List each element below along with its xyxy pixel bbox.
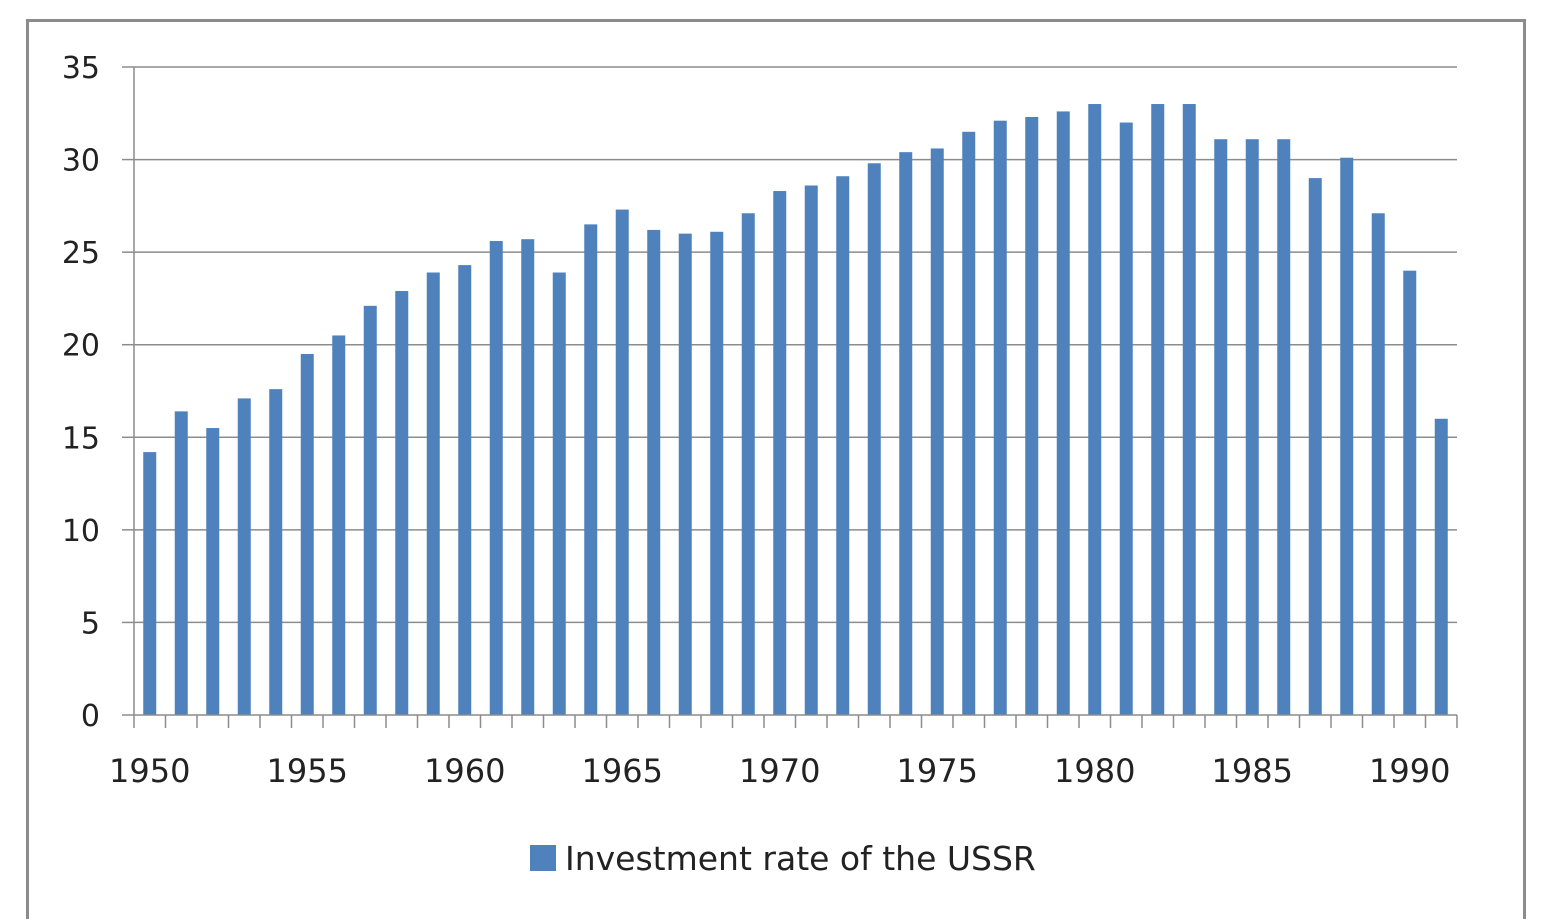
bar-1955 — [300, 353, 314, 715]
bar-1990 — [1403, 270, 1417, 715]
legend-label: Investment rate of the USSR — [565, 839, 1036, 878]
bar-1966 — [647, 229, 661, 715]
bar-1953 — [237, 398, 251, 715]
x-tick-label: 1960 — [424, 752, 505, 790]
bar-1957 — [363, 305, 377, 715]
bar-1960 — [458, 265, 472, 715]
bar-1979 — [1056, 111, 1070, 716]
bar-1963 — [552, 272, 566, 715]
bar-1978 — [1025, 116, 1039, 715]
bar-1962 — [521, 239, 535, 715]
gridlines — [122, 66, 1457, 716]
bar-1988 — [1340, 157, 1354, 716]
bar-1991 — [1434, 418, 1448, 715]
bar-1983 — [1182, 104, 1196, 716]
x-axis-tick-labels: 1950 1955 1960 1965 1970 1975 1980 1985 1990 — [109, 752, 1450, 790]
x-tick-label: 1950 — [109, 752, 190, 790]
y-tick-label: 15 — [62, 421, 100, 456]
bar-1981 — [1119, 122, 1133, 716]
bar-1987 — [1308, 178, 1322, 716]
bar-1975 — [930, 148, 944, 715]
x-tick-label: 1965 — [582, 752, 663, 790]
bar-1964 — [584, 224, 598, 715]
y-axis-tick-labels: 0 5 10 15 20 25 30 35 — [62, 51, 100, 734]
bar-1984 — [1214, 139, 1228, 716]
x-tick-label: 1990 — [1369, 752, 1450, 790]
legend: Investment rate of the USSR — [530, 839, 1036, 878]
bar-1967 — [678, 233, 692, 715]
bar-1951 — [174, 411, 188, 715]
bar-1986 — [1277, 139, 1291, 716]
x-tick-label: 1970 — [739, 752, 820, 790]
x-tick-label: 1980 — [1054, 752, 1135, 790]
y-tick-label: 0 — [81, 699, 100, 734]
y-tick-label: 5 — [81, 606, 100, 641]
bar-1982 — [1151, 104, 1165, 716]
bar-1961 — [489, 241, 503, 715]
bar-1980 — [1088, 104, 1102, 716]
x-tick-label: 1975 — [897, 752, 978, 790]
y-tick-label: 10 — [62, 514, 100, 549]
y-tick-label: 20 — [62, 329, 100, 364]
bar-1972 — [836, 176, 850, 716]
bar-1973 — [867, 163, 881, 715]
bar-1969 — [741, 213, 755, 715]
bar-1976 — [962, 131, 976, 716]
bar-1956 — [332, 335, 346, 715]
axes — [133, 67, 1458, 728]
x-tick-label: 1985 — [1212, 752, 1293, 790]
bar-1985 — [1245, 139, 1259, 716]
bar-1977 — [993, 120, 1007, 716]
bar-1959 — [426, 272, 440, 715]
bar-1952 — [206, 428, 220, 715]
bar-1958 — [395, 291, 409, 715]
y-tick-label: 25 — [62, 236, 100, 271]
bar-1965 — [615, 209, 629, 715]
bar-1971 — [804, 185, 818, 715]
y-tick-label: 30 — [62, 144, 100, 179]
bar-1954 — [269, 389, 283, 715]
bar-series — [143, 104, 1448, 716]
y-tick-label: 35 — [62, 51, 100, 86]
bar-1989 — [1371, 213, 1385, 715]
x-tick-label: 1955 — [267, 752, 348, 790]
bar-1950 — [143, 452, 157, 715]
legend-swatch — [530, 845, 556, 871]
bar-1974 — [899, 152, 913, 715]
bar-1970 — [773, 191, 787, 715]
bar-1968 — [710, 231, 724, 715]
